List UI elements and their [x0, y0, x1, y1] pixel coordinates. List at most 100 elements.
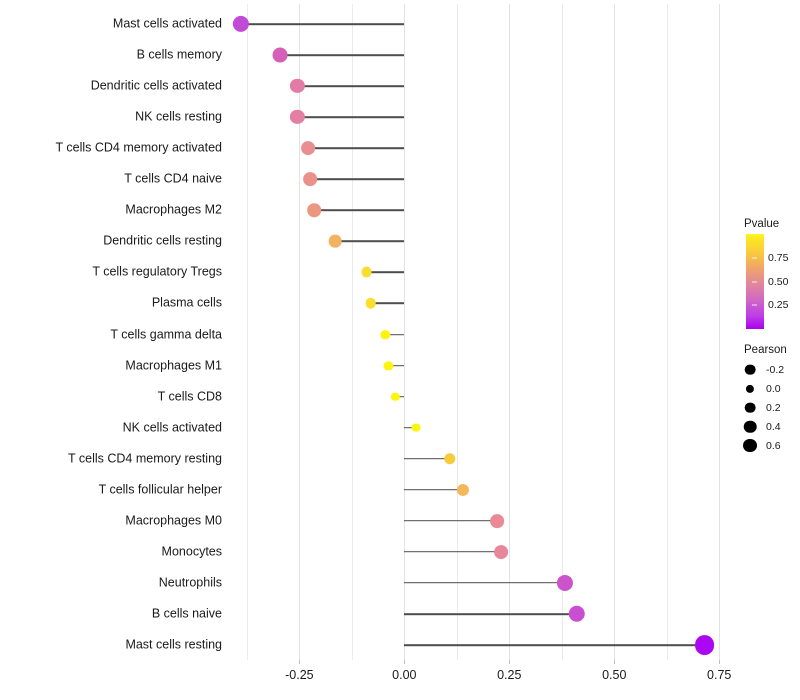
y-axis-tick-label: T cells regulatory Tregs	[92, 264, 222, 279]
x-axis-tick-label: 0.75	[707, 668, 732, 682]
y-axis-tick-label: T cells CD4 naive	[124, 171, 222, 186]
y-axis-tick-label: Neutrophils	[158, 575, 222, 590]
colorbar-tick-label: 0.50	[768, 275, 789, 288]
lollipop-point[interactable]	[383, 360, 393, 371]
colorbar-notch	[752, 304, 757, 306]
lollipop-stem	[297, 116, 405, 118]
colorbar-tick-label: 0.75	[768, 251, 789, 264]
lollipop-point[interactable]	[328, 235, 342, 248]
x-axis-tick-mark	[509, 660, 511, 664]
lollipop-stem	[388, 364, 405, 367]
lollipop-point[interactable]	[444, 452, 456, 465]
pvalue-legend-title: Pvalue	[744, 218, 780, 230]
y-axis-tick-label: T cells CD4 memory resting	[68, 451, 222, 466]
gridline-minor	[456, 4, 458, 660]
pearson-legend-dot	[743, 438, 757, 453]
y-axis-tick-label: T cells follicular helper	[98, 482, 222, 497]
lollipop-stem	[370, 302, 405, 305]
lollipop-stem	[307, 147, 405, 149]
lollipop-point[interactable]	[302, 172, 317, 187]
lollipop-point[interactable]	[290, 78, 305, 94]
lollipop-point[interactable]	[556, 574, 573, 591]
gridline-major	[404, 4, 406, 660]
lollipop-stem	[404, 551, 501, 553]
lollipop-stem	[335, 240, 405, 243]
lollipop-point[interactable]	[300, 141, 315, 156]
gridline-major	[509, 4, 511, 660]
lollipop-point[interactable]	[380, 329, 391, 340]
lollipop-point[interactable]	[694, 635, 715, 655]
lollipop-stem	[240, 23, 405, 25]
pearson-legend-dot	[744, 364, 756, 375]
y-axis-tick-label: T cells CD8	[157, 389, 222, 404]
pearson-legend-label: 0.6	[766, 439, 781, 452]
lollipop-stem	[314, 209, 405, 212]
lollipop-point[interactable]	[361, 266, 372, 278]
pvalue-colorbar-wrap: 0.75 0.50 0.25	[744, 234, 800, 332]
y-axis-tick-label: Dendritic cells resting	[103, 233, 222, 248]
pearson-legend-title: Pearson	[744, 344, 787, 356]
lollipop-stem	[404, 582, 565, 584]
y-axis-tick-label: Mast cells resting	[125, 637, 222, 652]
gridline-minor	[246, 4, 248, 660]
lollipop-point[interactable]	[273, 47, 288, 63]
pvalue-legend: Pvalue 0.75 0.50 0.25	[744, 218, 800, 332]
pearson-legend-rows: -0.2 0.0 0.2 0.4 0.6	[743, 360, 800, 455]
pearson-legend-row: -0.2	[744, 360, 800, 379]
gridline-minor	[561, 4, 563, 660]
x-axis-tick-mark	[614, 660, 616, 664]
lollipop-stem	[404, 644, 705, 646]
lollipop-stem	[395, 395, 405, 398]
lollipop-stem	[404, 488, 464, 491]
lollipop-point[interactable]	[232, 15, 249, 33]
pearson-legend-row: 0.0	[744, 379, 800, 398]
y-axis-tick-label: T cells gamma delta	[110, 327, 222, 341]
y-axis-tick-label: Macrophages M2	[125, 202, 222, 217]
lollipop-point[interactable]	[568, 605, 586, 623]
lollipop-stem	[297, 85, 405, 87]
lollipop-stem	[404, 426, 417, 429]
lollipop-point[interactable]	[493, 544, 508, 559]
gridline-major	[719, 4, 721, 660]
y-axis-tick-label: NK cells activated	[122, 420, 222, 435]
y-axis-tick-label: Macrophages M1	[125, 358, 222, 373]
lollipop-stem	[404, 613, 577, 615]
lollipop-point[interactable]	[411, 423, 421, 433]
x-axis: -0.25 0.00 0.25 0.50 0.75	[228, 660, 736, 690]
pearson-legend-label: 0.0	[766, 382, 781, 395]
pearson-legend-label: 0.4	[766, 420, 781, 433]
x-axis-tick-mark	[299, 660, 301, 664]
x-axis-tick-mark	[719, 660, 721, 664]
x-axis-tick-mark	[404, 660, 406, 664]
pearson-legend-dot	[743, 420, 757, 433]
lollipop-point[interactable]	[457, 483, 470, 496]
y-axis-tick-label: NK cells resting	[135, 109, 222, 124]
lollipop-stem	[280, 54, 405, 56]
gridline-major	[614, 4, 616, 660]
lollipop-stem	[404, 457, 451, 460]
y-axis-tick-label: Dendritic cells activated	[90, 78, 222, 93]
lollipop-stem	[366, 271, 405, 274]
colorbar-notch	[752, 281, 757, 282]
gridline-minor	[351, 4, 353, 660]
lollipop-point[interactable]	[290, 110, 305, 125]
lollipop-point[interactable]	[490, 513, 504, 528]
pearson-legend-dot	[745, 384, 755, 393]
colorbar-notch	[752, 257, 757, 259]
y-axis-tick-label: Plasma cells	[151, 295, 222, 310]
y-axis-tick-label: B cells naive	[151, 606, 222, 621]
x-axis-tick-label: 0.00	[392, 668, 417, 682]
lollipop-point[interactable]	[365, 298, 377, 309]
lollipop-point[interactable]	[390, 392, 400, 401]
pearson-legend-label: -0.2	[766, 363, 785, 376]
lollipop-point[interactable]	[307, 203, 321, 218]
lollipop-stem	[309, 178, 405, 181]
y-axis-tick-label: B cells memory	[136, 47, 222, 62]
y-axis-tick-label: Mast cells activated	[112, 16, 222, 31]
pearson-legend-row: 0.2	[744, 398, 800, 417]
gridline-minor	[666, 4, 668, 660]
gridline-major	[299, 4, 301, 660]
y-axis-tick-label: Macrophages M0	[125, 513, 222, 528]
y-axis-labels: Mast cells activated B cells memory Dendri…	[0, 0, 223, 700]
